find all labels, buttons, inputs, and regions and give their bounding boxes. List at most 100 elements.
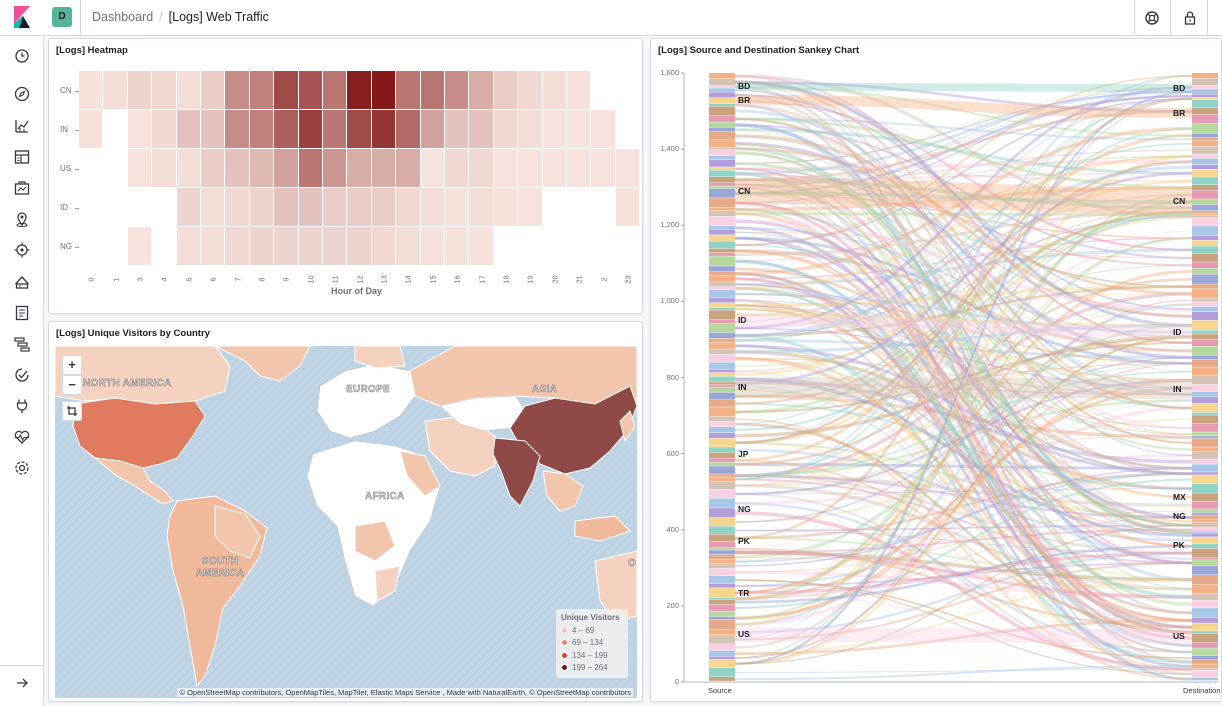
- monitoring-icon[interactable]: [13, 428, 31, 446]
- sankey-node-segment[interactable]: [709, 188, 735, 198]
- sankey-node-segment[interactable]: [1192, 391, 1218, 397]
- heatmap-cell[interactable]: [152, 149, 176, 187]
- sankey-node-segment[interactable]: [1192, 475, 1218, 484]
- sankey-flow[interactable]: [734, 293, 1193, 562]
- sankey-node-segment[interactable]: [709, 323, 735, 333]
- sankey-node-segment[interactable]: [1192, 215, 1218, 218]
- heatmap-cell[interactable]: [323, 188, 347, 226]
- sankey-node-segment[interactable]: [1192, 608, 1218, 618]
- sankey-node-segment[interactable]: [1192, 593, 1218, 601]
- sankey-node-segment[interactable]: [709, 106, 735, 116]
- sankey-flow[interactable]: [734, 171, 1193, 385]
- sankey-node-segment[interactable]: [1192, 359, 1218, 367]
- sankey-flow[interactable]: [734, 81, 1193, 590]
- sankey-flow[interactable]: [734, 186, 1193, 212]
- sankey-flow[interactable]: [734, 362, 1193, 397]
- sankey-flow[interactable]: [734, 98, 1193, 444]
- sankey-flow[interactable]: [734, 488, 1193, 495]
- sankey-node-segment[interactable]: [709, 462, 735, 466]
- heatmap-cell[interactable]: [298, 149, 322, 187]
- sankey-flow[interactable]: [734, 210, 1193, 257]
- sankey-node-segment[interactable]: [1192, 85, 1218, 89]
- heatmap-cell[interactable]: [518, 110, 542, 148]
- sankey-node-segment[interactable]: [709, 498, 735, 508]
- sankey-flow[interactable]: [734, 212, 1193, 216]
- sankey-flow[interactable]: [734, 226, 1193, 635]
- sankey-flow[interactable]: [734, 299, 1193, 665]
- sankey-flow[interactable]: [734, 183, 1193, 475]
- sankey-flow[interactable]: [734, 442, 1193, 581]
- sankey-node-segment[interactable]: [709, 266, 735, 272]
- management-icon[interactable]: [13, 459, 31, 477]
- sankey-flow[interactable]: [734, 95, 1193, 185]
- sankey-node-segment[interactable]: [1192, 384, 1218, 392]
- sankey-node-segment[interactable]: [1192, 659, 1218, 664]
- sankey-flow[interactable]: [734, 463, 1193, 653]
- sankey-node-segment[interactable]: [709, 554, 735, 560]
- heatmap-cell[interactable]: [420, 227, 444, 265]
- sankey-node-segment[interactable]: [1192, 240, 1218, 246]
- heatmap-cell[interactable]: [249, 188, 274, 226]
- sankey-flow[interactable]: [734, 142, 1193, 634]
- sankey-flow[interactable]: [734, 151, 1193, 542]
- sankey-flow[interactable]: [734, 212, 1193, 634]
- sankey-flow[interactable]: [734, 462, 1193, 470]
- sankey-flow[interactable]: [734, 259, 1193, 648]
- sankey-flow[interactable]: [734, 123, 1193, 582]
- heatmap-cell[interactable]: [347, 71, 371, 109]
- sankey-node-segment[interactable]: [709, 207, 735, 211]
- sankey-flow[interactable]: [734, 97, 1193, 246]
- sankey-flow[interactable]: [734, 213, 1193, 432]
- heatmap-cell[interactable]: [274, 188, 298, 226]
- breadcrumb-dashboard[interactable]: Dashboard: [92, 10, 154, 24]
- sankey-flow[interactable]: [734, 231, 1193, 536]
- heatmap-cell[interactable]: [420, 71, 444, 109]
- sankey-node-segment[interactable]: [1192, 648, 1218, 656]
- sankey-node-segment[interactable]: [709, 432, 735, 439]
- sankey-flow[interactable]: [734, 303, 1193, 626]
- sankey-node-segment[interactable]: [1192, 522, 1218, 528]
- canvas-icon[interactable]: [13, 179, 31, 197]
- sankey-flow[interactable]: [734, 478, 1193, 609]
- sankey-node-segment[interactable]: [709, 677, 735, 681]
- heatmap-cell[interactable]: [176, 110, 200, 148]
- sankey-node-segment[interactable]: [1192, 527, 1218, 531]
- apm-icon[interactable]: [13, 335, 31, 353]
- sankey-flow[interactable]: [734, 160, 1193, 171]
- sankey-node-segment[interactable]: [709, 354, 735, 363]
- sankey-flow[interactable]: [734, 356, 1193, 623]
- sankey-flow[interactable]: [734, 183, 1193, 288]
- ml-icon[interactable]: [13, 241, 31, 259]
- sankey-node-segment[interactable]: [1192, 190, 1218, 199]
- sankey-node-segment[interactable]: [709, 458, 735, 462]
- sankey-flow[interactable]: [734, 81, 1193, 410]
- sankey-node-segment[interactable]: [709, 550, 735, 555]
- sankey-node-segment[interactable]: [709, 421, 735, 427]
- sankey-flow[interactable]: [734, 278, 1193, 614]
- sankey-node-segment[interactable]: [1192, 158, 1218, 165]
- sankey-flow[interactable]: [734, 272, 1193, 668]
- sankey-node-segment[interactable]: [709, 271, 735, 276]
- sankey-flow[interactable]: [734, 94, 1193, 195]
- compass-icon[interactable]: [13, 85, 31, 103]
- sankey-node-segment[interactable]: [709, 474, 735, 477]
- sankey-flow[interactable]: [734, 104, 1193, 444]
- sankey-node-segment[interactable]: [709, 659, 735, 668]
- sankey-node-segment[interactable]: [1192, 164, 1218, 170]
- sankey-flow[interactable]: [734, 579, 1193, 675]
- heatmap-cell[interactable]: [201, 188, 225, 226]
- sankey-flow[interactable]: [734, 237, 1193, 620]
- sankey-flow[interactable]: [734, 110, 1193, 182]
- heatmap-cell[interactable]: [176, 71, 200, 109]
- sankey-flow[interactable]: [734, 179, 1193, 288]
- sankey-node-segment[interactable]: [1192, 169, 1218, 177]
- sankey-flow[interactable]: [734, 665, 1193, 681]
- heatmap-cell[interactable]: [445, 149, 469, 187]
- heatmap-cell[interactable]: [323, 227, 347, 265]
- sankey-node-segment[interactable]: [709, 400, 735, 407]
- sankey-flow[interactable]: [734, 237, 1193, 653]
- heatmap-cell[interactable]: [323, 110, 347, 148]
- sankey-node-segment[interactable]: [709, 234, 735, 241]
- sankey-flow[interactable]: [734, 493, 1193, 671]
- heatmap-cell[interactable]: [469, 227, 493, 265]
